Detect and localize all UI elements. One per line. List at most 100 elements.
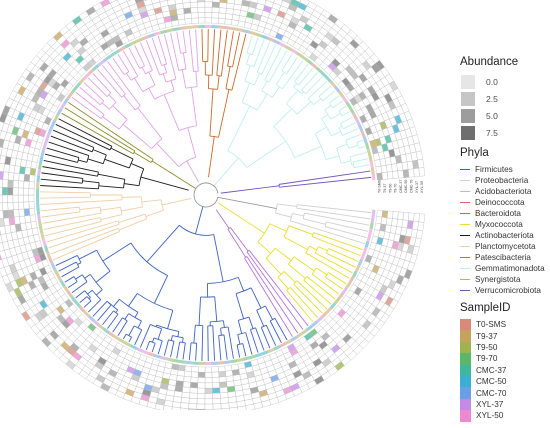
tree-branch	[297, 281, 327, 309]
phyla-legend-item: Myxococcota	[460, 219, 548, 230]
tree-branch	[262, 44, 276, 74]
tree-branch	[182, 338, 183, 343]
tree-branch	[228, 106, 250, 151]
phyla-line-key	[460, 246, 470, 247]
heatmap-cell	[13, 180, 19, 188]
tree-branch	[99, 186, 124, 188]
sample-band-cell	[60, 103, 66, 110]
sample-band-cell	[166, 28, 173, 32]
sample-band-cell	[261, 35, 268, 40]
sample-band-cell	[367, 235, 372, 242]
tree-branch	[146, 341, 149, 350]
tree-branch	[121, 207, 142, 211]
tree-branch	[299, 68, 313, 85]
heatmap-cell	[403, 170, 409, 178]
tree-branch	[146, 40, 159, 75]
tree-branch	[129, 326, 134, 336]
tree-branch	[249, 317, 253, 329]
sample-band-cell	[173, 27, 180, 31]
sample-legend-item: CMC-70	[460, 387, 548, 398]
sample-band-cell	[39, 227, 43, 234]
phyla-legend-label: Proteobacteria	[475, 176, 528, 185]
phyla-legend-label: Verrucomicrobiota	[475, 286, 541, 295]
sample-band-cell	[218, 25, 225, 29]
heatmap-cell	[418, 159, 424, 168]
heatmap-cell	[387, 211, 393, 219]
tree-branch	[122, 197, 141, 198]
heatmap-cell	[183, 2, 191, 8]
sample-band-cell	[44, 245, 49, 252]
heatmap-cell	[13, 209, 19, 217]
heatmap-cell	[212, 0, 220, 2]
phyla-line-key	[460, 213, 470, 214]
tree-branch	[156, 325, 157, 327]
tree-branch	[276, 213, 292, 217]
sample-band-cell	[192, 25, 199, 28]
tree-branch	[219, 335, 221, 360]
sample-band-cell	[249, 355, 256, 360]
phyla-legend-item: Proteobacteria	[460, 175, 548, 186]
sample-band-cell	[255, 33, 262, 38]
abundance-legend-label: 0.0	[486, 77, 498, 87]
tree-branch	[218, 76, 219, 90]
tree-branch	[154, 275, 167, 303]
tree-branch	[62, 113, 134, 154]
tree-branch	[177, 342, 180, 358]
sample-band-cell	[372, 174, 376, 181]
tree-branch	[171, 336, 172, 341]
tree-branch	[212, 29, 214, 75]
tree-branch	[127, 73, 132, 80]
sample-swatch	[460, 365, 471, 376]
tree-branch	[325, 277, 342, 289]
heatmap-cell	[205, 18, 212, 23]
phyla-legend-item: Synergistota	[460, 274, 548, 285]
tree-branch	[221, 30, 227, 76]
tree-branch	[325, 105, 331, 110]
sample-band-cell	[368, 228, 372, 235]
sample-band-cell	[358, 259, 363, 266]
tree-branch	[246, 333, 252, 355]
tree-branch	[245, 65, 250, 81]
sample-legend-item: T9-37	[460, 330, 548, 341]
heatmap-cell	[23, 195, 28, 202]
tree-branch	[129, 337, 132, 342]
sample-band-cell	[124, 43, 131, 49]
tree-branch	[113, 106, 128, 120]
heatmap-cell	[184, 371, 191, 377]
heatmap-cell	[19, 174, 25, 182]
heatmap-cell	[197, 0, 205, 2]
sample-band-cell	[37, 169, 41, 176]
heatmap-cell	[188, 403, 196, 409]
tree-branch	[101, 207, 121, 210]
sample-color-band	[36, 25, 375, 365]
tree-branch	[138, 321, 142, 328]
tree-branch	[177, 32, 181, 54]
tree-stem	[216, 210, 229, 229]
heatmap-cell	[2, 203, 8, 211]
tree-branch	[262, 81, 267, 91]
tree-branch	[56, 124, 110, 150]
tree-branch	[138, 108, 162, 139]
sample-legend-item: XYL-37	[460, 399, 548, 410]
heatmap-cell	[3, 210, 9, 218]
heatmap-cell	[191, 13, 198, 19]
tree-branch	[304, 213, 369, 225]
tree-branch	[78, 263, 81, 265]
heatmap-cell	[392, 211, 398, 219]
tree-branch	[290, 221, 364, 244]
heatmap-cell	[212, 18, 219, 24]
sample-band-cell	[51, 120, 56, 127]
sample-legend-label: T0-SMS	[476, 320, 506, 329]
sample-band-cell	[40, 233, 44, 240]
tree-branch	[158, 329, 162, 340]
tree-branch	[191, 87, 196, 126]
sample-band-cell	[367, 148, 372, 155]
sample-swatch	[460, 353, 471, 364]
tree-branch	[339, 126, 342, 128]
heatmap-cell	[180, 403, 189, 409]
phyla-line-key	[460, 235, 470, 236]
tree-branch	[294, 83, 297, 87]
heatmap-cell	[382, 210, 388, 217]
tree-branch	[228, 31, 234, 66]
phyla-legend-title: Phyla	[460, 147, 548, 160]
